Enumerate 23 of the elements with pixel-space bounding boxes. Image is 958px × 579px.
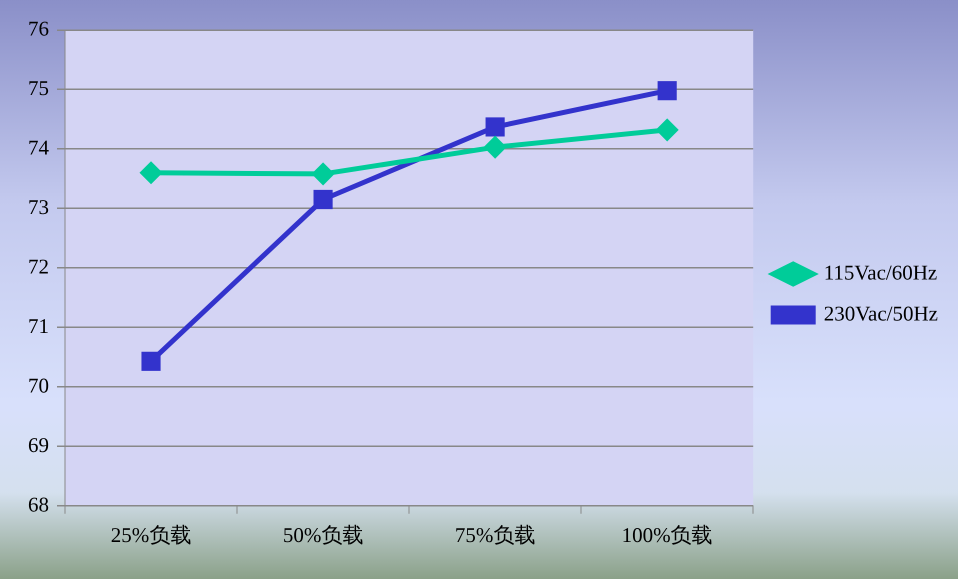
point	[484, 136, 506, 158]
point	[656, 119, 678, 140]
legend-label: 230Vac/50Hz	[824, 302, 938, 326]
y-tick-label: 70	[28, 373, 49, 398]
y-tick-label: 69	[28, 432, 49, 457]
y-tick-label: 72	[28, 254, 49, 278]
point	[312, 163, 334, 184]
point	[658, 81, 677, 100]
y-tick-label: 75	[28, 76, 49, 100]
point	[140, 162, 162, 184]
x-tick-label: 100%负载	[622, 522, 713, 547]
y-tick-label: 68	[28, 492, 49, 516]
point	[314, 190, 333, 210]
y-tick-label: 76	[28, 16, 49, 41]
point	[141, 352, 161, 371]
y-tick-label: 74	[28, 135, 50, 160]
legend-label: 115Vac/60Hz	[824, 260, 938, 285]
point	[486, 117, 505, 137]
y-tick-label: 71	[28, 314, 49, 338]
y-tick-label: 73	[28, 194, 49, 219]
x-tick-label: 25%负载	[110, 522, 192, 547]
x-tick-label: 75%负载	[454, 522, 536, 547]
x-tick-label: 50%负载	[282, 522, 364, 547]
